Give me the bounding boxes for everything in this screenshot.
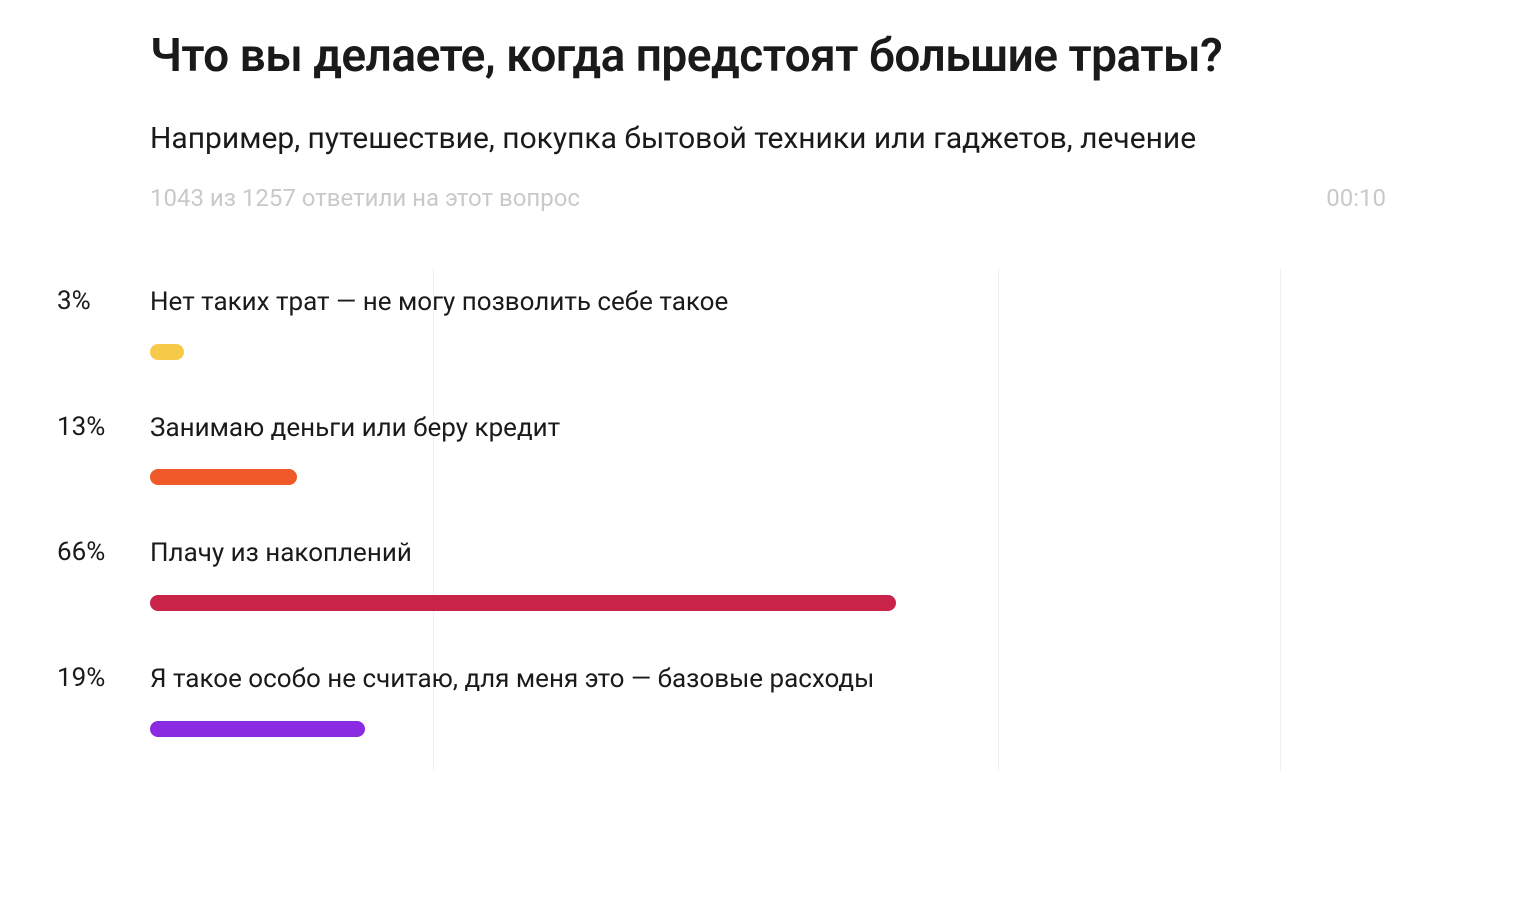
poll-title: Что вы делаете, когда предстоят большие … (150, 28, 1386, 86)
answer-label: Занимаю деньги или беру кредит (150, 412, 560, 446)
bar-track (150, 469, 1280, 485)
poll-subtitle: Например, путешествие, покупка бытовой т… (150, 108, 1386, 170)
chart-area: 3%Нет таких трат — не могу позволить себ… (150, 268, 1386, 771)
answer-percent: 19% (57, 663, 137, 693)
answers-list: 3%Нет таких трат — не могу позволить себ… (150, 268, 1386, 771)
bar-track (150, 344, 1280, 360)
answer-row: 13%Занимаю деньги или беру кредит (150, 394, 1386, 520)
bar-fill (150, 595, 896, 611)
answer-percent: 66% (57, 537, 137, 567)
bar-fill (150, 469, 297, 485)
bar-fill (150, 344, 184, 360)
answer-percent: 13% (57, 412, 137, 442)
bar-track (150, 721, 1280, 737)
answer-label: Плачу из накоплений (150, 537, 412, 571)
bar-track (150, 595, 1280, 611)
bar-fill (150, 721, 365, 737)
poll-container: Что вы делаете, когда предстоят большие … (0, 0, 1536, 771)
answer-row: 66%Плачу из накоплений (150, 519, 1386, 645)
answer-row: 19%Я такое особо не считаю, для меня это… (150, 645, 1386, 771)
answer-label: Нет таких трат — не могу позволить себе … (150, 286, 728, 320)
timer: 00:10 (1326, 184, 1386, 212)
meta-row: 1043 из 1257 ответили на этот вопрос 00:… (150, 184, 1386, 212)
answer-row: 3%Нет таких трат — не могу позволить себ… (150, 268, 1386, 394)
respondents-count: 1043 из 1257 ответили на этот вопрос (150, 184, 580, 212)
answer-label: Я такое особо не считаю, для меня это — … (150, 663, 874, 697)
answer-percent: 3% (57, 286, 137, 316)
